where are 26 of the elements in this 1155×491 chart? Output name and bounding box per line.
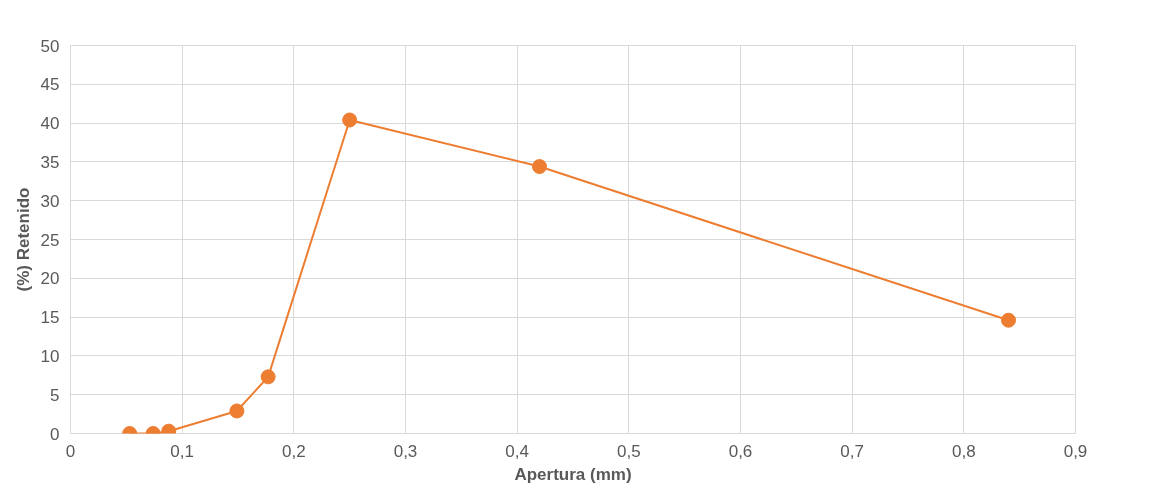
y-tick-label: 40 (40, 114, 60, 134)
x-tick-label: 0,6 (728, 441, 753, 461)
x-tick-label: 0,5 (617, 441, 641, 461)
x-tick-label: 0,8 (952, 441, 976, 461)
y-tick-label: 15 (40, 308, 60, 328)
x-tick-label: 0,3 (393, 441, 418, 461)
point (532, 159, 547, 175)
x-tick-label: 0,9 (1063, 441, 1088, 461)
x-tick-label: 0,7 (840, 441, 864, 461)
y-tick-label: 25 (40, 230, 60, 250)
y-tick-label: 10 (40, 346, 60, 366)
y-tick-label: 0 (50, 424, 60, 444)
y-tick-label: 20 (40, 269, 60, 289)
x-tick-label: 0,1 (170, 441, 194, 461)
y-tick-label: 45 (40, 75, 60, 95)
y-tick-label: 5 (50, 385, 60, 405)
y-axis-title: (%) Retenido (13, 187, 33, 292)
x-tick-label: 0 (65, 441, 76, 461)
point (1001, 312, 1016, 328)
y-tick-label: 30 (40, 191, 60, 211)
x-axis-title: Apertura (mm) (514, 464, 632, 484)
y-tick-label: 50 (40, 36, 60, 56)
x-tick-label: 0,2 (282, 441, 306, 461)
point (342, 112, 358, 128)
y-tick-label: 35 (40, 152, 60, 172)
x-tick-label: 0,4 (505, 441, 529, 461)
